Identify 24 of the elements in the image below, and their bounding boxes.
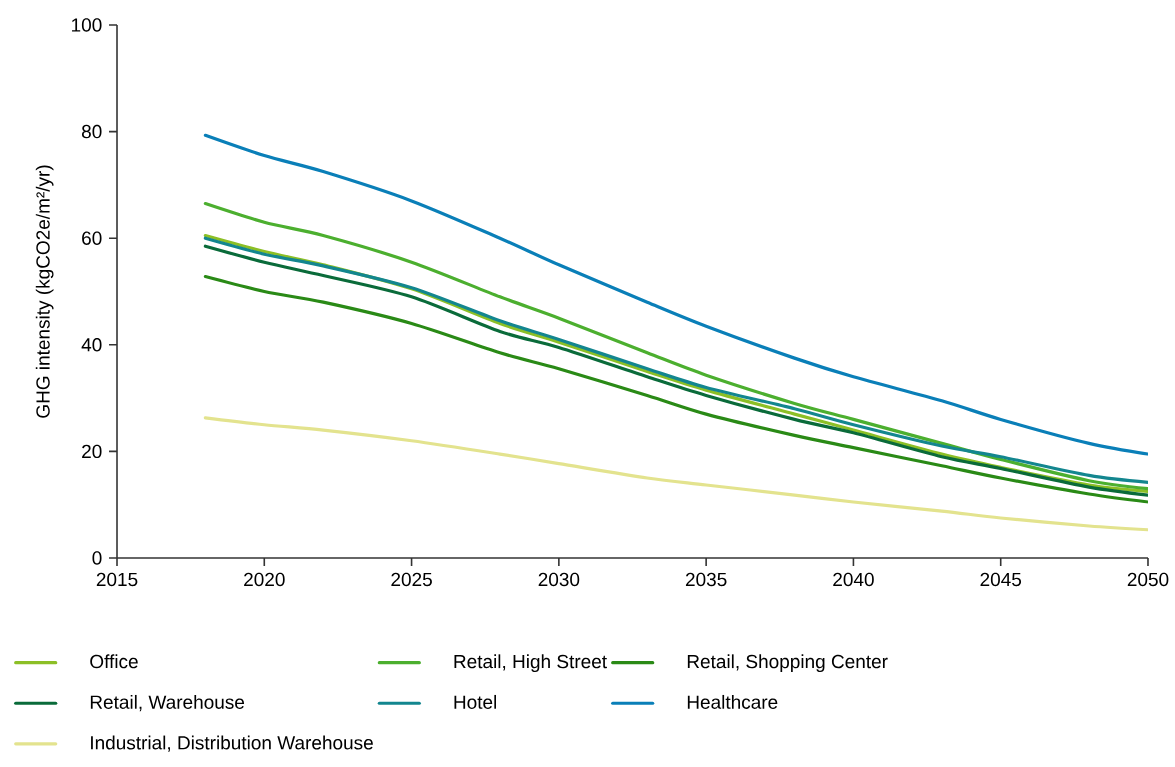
- line-series: [203, 133, 1148, 456]
- legend-label: Hotel: [454, 694, 497, 709]
- legend-label: Healthcare: [687, 694, 778, 709]
- legend-label: Retail, Warehouse: [90, 694, 245, 712]
- y-tick-label: 80: [81, 124, 102, 139]
- x-tick-label: 2040: [833, 572, 874, 587]
- y-tick-label: 20: [82, 444, 102, 459]
- x-tick-label: 2015: [96, 572, 138, 587]
- legend-label: Retail, Shopping Center: [687, 654, 888, 673]
- y-axis-title: GHG intensity (kgCO2e/m²/yr): [35, 165, 54, 418]
- line-series: [203, 416, 1148, 532]
- y-tick-label: 0: [92, 551, 102, 565]
- x-tick-label: 2020: [244, 572, 285, 587]
- legend-label: Industrial, Distribution Warehouse: [91, 735, 373, 752]
- y-tick-label: 60: [82, 231, 102, 245]
- x-tick-label: 2045: [980, 572, 1022, 587]
- x-tick-label: 2035: [685, 572, 727, 587]
- x-tick-label: 2050: [1127, 572, 1169, 587]
- x-tick-label: 2030: [538, 572, 580, 587]
- legend-label: Office: [90, 654, 138, 669]
- y-tick-label: 40: [81, 338, 102, 352]
- x-tick-label: 2025: [391, 572, 432, 587]
- legend-label: Retail, High Street: [454, 654, 607, 673]
- y-tick-label: 100: [72, 18, 102, 32]
